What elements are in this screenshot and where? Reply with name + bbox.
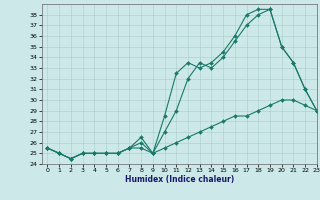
X-axis label: Humidex (Indice chaleur): Humidex (Indice chaleur) [124,175,234,184]
